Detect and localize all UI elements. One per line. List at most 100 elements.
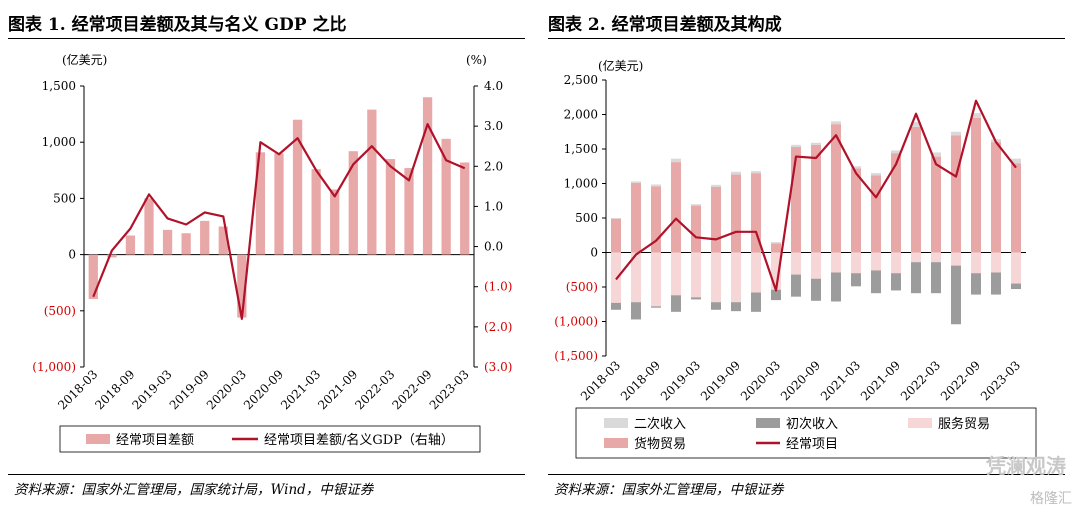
left-tick-label: 0 xyxy=(590,246,598,260)
x-tick-label: 2023-03 xyxy=(978,358,1023,403)
figure-1-bottom-rule xyxy=(8,474,525,475)
right-tick-label: 0.0 xyxy=(484,240,503,254)
bar-goods-trade xyxy=(1011,163,1021,253)
right-tick-label: 2.0 xyxy=(484,159,503,173)
x-tick-label: 2018-09 xyxy=(618,358,663,403)
x-tick-label: 2020-09 xyxy=(241,367,286,412)
bar-services-trade xyxy=(631,252,641,303)
bar-primary-income xyxy=(751,292,761,312)
watermark-text: 凭澜观涛 xyxy=(986,454,1066,478)
legend-swatch-services-trade xyxy=(908,418,932,428)
x-tick-label: 2018-09 xyxy=(92,367,137,412)
x-tick-label: 2019-03 xyxy=(130,367,175,412)
bar-secondary-income xyxy=(971,113,981,118)
bar-current-account xyxy=(274,153,284,255)
legend-swatch-primary-income xyxy=(756,418,780,428)
figure-2-bottom-rule xyxy=(548,474,1065,475)
left-tick-label: 2,500 xyxy=(564,73,598,87)
bar-goods-trade xyxy=(791,146,801,253)
bar-services-trade xyxy=(891,252,901,274)
bar-secondary-income xyxy=(631,181,641,183)
bar-services-trade xyxy=(711,252,721,303)
bar-secondary-income xyxy=(711,184,721,187)
left-tick-label: (1,000) xyxy=(554,315,598,329)
bar-secondary-income xyxy=(871,173,881,176)
bar-current-account xyxy=(460,162,470,255)
legend-box xyxy=(575,407,1037,459)
left-tick-label: 0 xyxy=(68,248,76,262)
bar-secondary-income xyxy=(691,204,701,206)
bar-goods-trade xyxy=(951,135,961,253)
bar-primary-income xyxy=(1011,283,1021,290)
bar-primary-income xyxy=(871,270,881,294)
bar-secondary-income xyxy=(851,166,861,169)
figure-1-chart: (亿美元) (%) 1,500 1,000 500 0 (500) (1,000) 4.0 3.0… xyxy=(32,52,512,453)
bar-current-account xyxy=(144,198,154,255)
bar-services-trade xyxy=(991,252,1001,273)
bar-primary-income xyxy=(971,273,981,295)
right-tick-label: (1.0) xyxy=(484,280,512,294)
figure-1-source: 资料来源：国家外汇管理局，国家统计局，Wind，中银证券 xyxy=(14,482,374,498)
bar-primary-income xyxy=(911,262,921,294)
legend-label-goods-trade: 货物贸易 xyxy=(634,436,686,452)
bar-goods-trade xyxy=(891,153,901,253)
bar-secondary-income xyxy=(651,184,661,187)
bar-current-account xyxy=(422,97,433,255)
bar-services-trade xyxy=(831,252,841,273)
right-tick-label: 1.0 xyxy=(484,199,503,213)
bar-current-account xyxy=(311,169,321,255)
figure-2-title-rule xyxy=(548,38,1065,39)
bar-primary-income xyxy=(631,302,641,320)
bar-primary-income xyxy=(771,289,781,301)
x-tick-label: 2018-03 xyxy=(578,358,623,403)
bar-current-account xyxy=(125,235,136,255)
bar-current-account xyxy=(107,254,117,258)
legend-swatch-bar xyxy=(86,434,110,444)
left-tick-label: 1,000 xyxy=(564,177,598,191)
left-tick-label: 1,000 xyxy=(42,135,76,149)
bar-primary-income xyxy=(831,272,841,302)
bar-primary-income xyxy=(611,302,621,310)
bar-current-account xyxy=(88,254,98,299)
x-tick-label: 2020-09 xyxy=(778,358,823,403)
legend-swatch-goods-trade xyxy=(604,438,628,448)
bar-services-trade xyxy=(1011,252,1021,284)
x-tick-label: 2021-09 xyxy=(315,367,360,412)
x-tick-label: 2022-09 xyxy=(390,367,435,412)
bar-primary-income xyxy=(851,273,861,287)
right-tick-label: (2.0) xyxy=(484,320,512,334)
left-tick-label: (500) xyxy=(44,304,76,318)
figure-2-source: 资料来源：国家外汇管理局，中银证券 xyxy=(554,482,784,498)
bar-services-trade xyxy=(791,252,801,275)
bar-services-trade xyxy=(971,252,981,274)
bar-secondary-income xyxy=(771,242,781,244)
line-ca-to-gdp xyxy=(92,123,466,320)
x-tick-label: 2020-03 xyxy=(204,367,249,412)
bar-goods-trade xyxy=(851,168,861,253)
x-tick-label: 2023-03 xyxy=(427,367,472,412)
bar-secondary-income xyxy=(911,122,921,127)
bar-goods-trade xyxy=(711,186,721,253)
bar-secondary-income xyxy=(731,171,741,175)
x-tick-label: 2021-03 xyxy=(818,358,863,403)
bar-goods-trade xyxy=(771,243,781,253)
bar-goods-trade xyxy=(751,173,761,253)
bar-services-trade xyxy=(851,252,861,274)
bar-goods-trade xyxy=(691,205,701,253)
watermark-logo-text: 格隆汇 xyxy=(1030,491,1072,507)
x-tick-label: 2019-09 xyxy=(167,367,212,412)
bar-goods-trade xyxy=(671,162,681,253)
bar-current-account xyxy=(292,119,303,255)
bar-services-trade xyxy=(811,252,821,279)
left-tick-label: 500 xyxy=(53,191,76,205)
bar-goods-trade xyxy=(811,144,821,253)
figure-2-title: 图表 2. 经常项目差额及其构成 xyxy=(548,15,782,35)
x-tick-label: 2021-03 xyxy=(278,367,323,412)
left-tick-label: (1,000) xyxy=(32,360,76,374)
bar-current-account xyxy=(181,233,191,255)
x-tick-label: 2020-03 xyxy=(738,358,783,403)
figure-1-panel: 图表 1. 经常项目差额及其与名义 GDP 之比 (亿美元) (%) 1,500 1,… xyxy=(8,15,525,498)
legend-swatch-secondary-income xyxy=(604,418,628,428)
legend-label-primary-income: 初次收入 xyxy=(786,416,838,432)
bar-services-trade xyxy=(771,252,781,290)
